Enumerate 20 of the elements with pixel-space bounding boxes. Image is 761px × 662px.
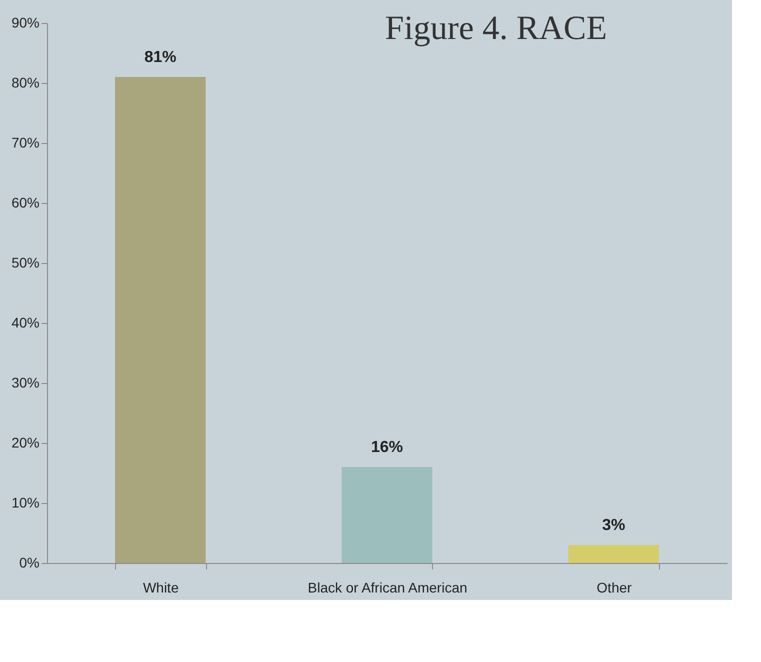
data-label: 3% bbox=[602, 517, 626, 534]
bar bbox=[115, 77, 206, 563]
y-tick-label: 30% bbox=[11, 374, 40, 390]
bar bbox=[342, 467, 432, 563]
data-label: 16% bbox=[370, 439, 404, 456]
y-tick-label: 90% bbox=[11, 14, 40, 30]
y-tick-label: 60% bbox=[11, 194, 40, 210]
data-label: 81% bbox=[144, 49, 176, 66]
y-tick-label: 40% bbox=[11, 314, 40, 330]
x-tick-label: Black or African American bbox=[308, 580, 468, 596]
y-tick-label: 10% bbox=[11, 494, 40, 510]
y-tick-label: 0% bbox=[19, 554, 40, 570]
y-tick-label: 80% bbox=[11, 74, 40, 90]
y-tick-label: 20% bbox=[11, 434, 40, 450]
x-tick-label: Other bbox=[596, 580, 632, 596]
x-tick-label: White bbox=[142, 580, 179, 596]
bar bbox=[568, 545, 659, 563]
y-tick-label: 50% bbox=[11, 254, 40, 270]
chart-title: Figure 4. RACE bbox=[385, 10, 607, 47]
y-tick-label: 70% bbox=[11, 134, 40, 150]
